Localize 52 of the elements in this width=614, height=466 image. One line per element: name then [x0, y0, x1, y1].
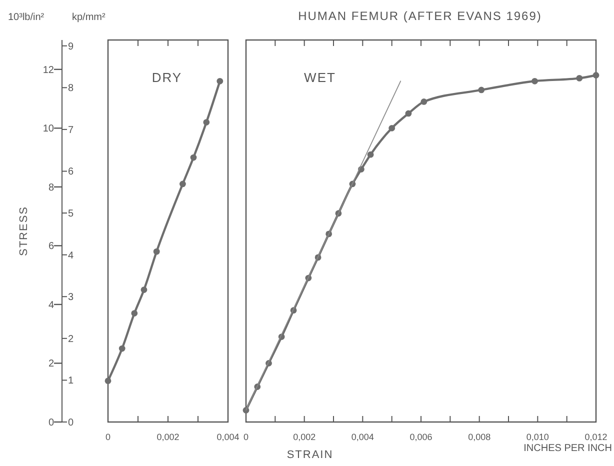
x-tick-label: 0 [243, 432, 249, 442]
text: kp/mm² [72, 12, 106, 23]
y2-tick-label: 3 [68, 292, 74, 304]
point [367, 151, 374, 158]
point [180, 180, 186, 188]
x-tick-label: 0,008 [468, 432, 491, 442]
text: DRY [152, 70, 182, 85]
x-tick-label: 0,006 [410, 432, 432, 442]
y2-tick-label: 6 [68, 166, 74, 178]
point [576, 75, 583, 82]
y-tick-label: 0 [48, 418, 54, 428]
point [104, 378, 112, 384]
x-tick-label: 0,012 [584, 432, 608, 442]
y2-tick-label: 4 [68, 250, 74, 262]
x-tick-label: 0,004 [216, 432, 240, 442]
point [388, 124, 396, 132]
point [478, 86, 485, 94]
x-tick-label: 0,004 [351, 432, 374, 442]
chart-title: HUMAN FEMUR (AFTER EVANS 1969) [298, 9, 542, 23]
y-tick-label: 6 [48, 241, 54, 252]
point [216, 78, 224, 84]
point [203, 119, 210, 126]
point [190, 154, 197, 161]
y-tick-label: 10 [42, 124, 54, 135]
point [140, 286, 148, 293]
x-tick-label: 0,002 [156, 432, 180, 442]
y2-tick-label: 5 [68, 208, 74, 220]
text: WET [304, 70, 336, 85]
y-tick-label: 2 [48, 358, 54, 370]
x-tick-label: 0 [105, 432, 111, 442]
y-tick-label: 4 [48, 300, 54, 311]
text: 10³lb/in² [8, 12, 45, 23]
point [131, 310, 138, 316]
point [153, 248, 160, 255]
y2-tick-label: 2 [68, 334, 74, 345]
point [420, 98, 428, 105]
point [532, 78, 538, 84]
y2-tick-label: 1 [68, 376, 74, 387]
y2-tick-label: 8 [68, 83, 74, 94]
y-axis-title: STRESS [18, 206, 30, 256]
y-tick-label: 12 [42, 64, 54, 76]
point [118, 345, 126, 352]
x-tick-label: 0,002 [293, 432, 316, 442]
point [405, 110, 412, 117]
point [592, 72, 600, 78]
x-tick-label: 0,010 [526, 432, 549, 442]
text: INCHES PER INCH [524, 443, 612, 454]
y2-tick-label: 9 [68, 41, 74, 52]
x-axis-title: STRAIN [286, 449, 334, 461]
y2-tick-label: 7 [68, 124, 74, 136]
y2-tick-label: 0 [68, 418, 74, 428]
y-tick-label: 8 [48, 182, 54, 194]
